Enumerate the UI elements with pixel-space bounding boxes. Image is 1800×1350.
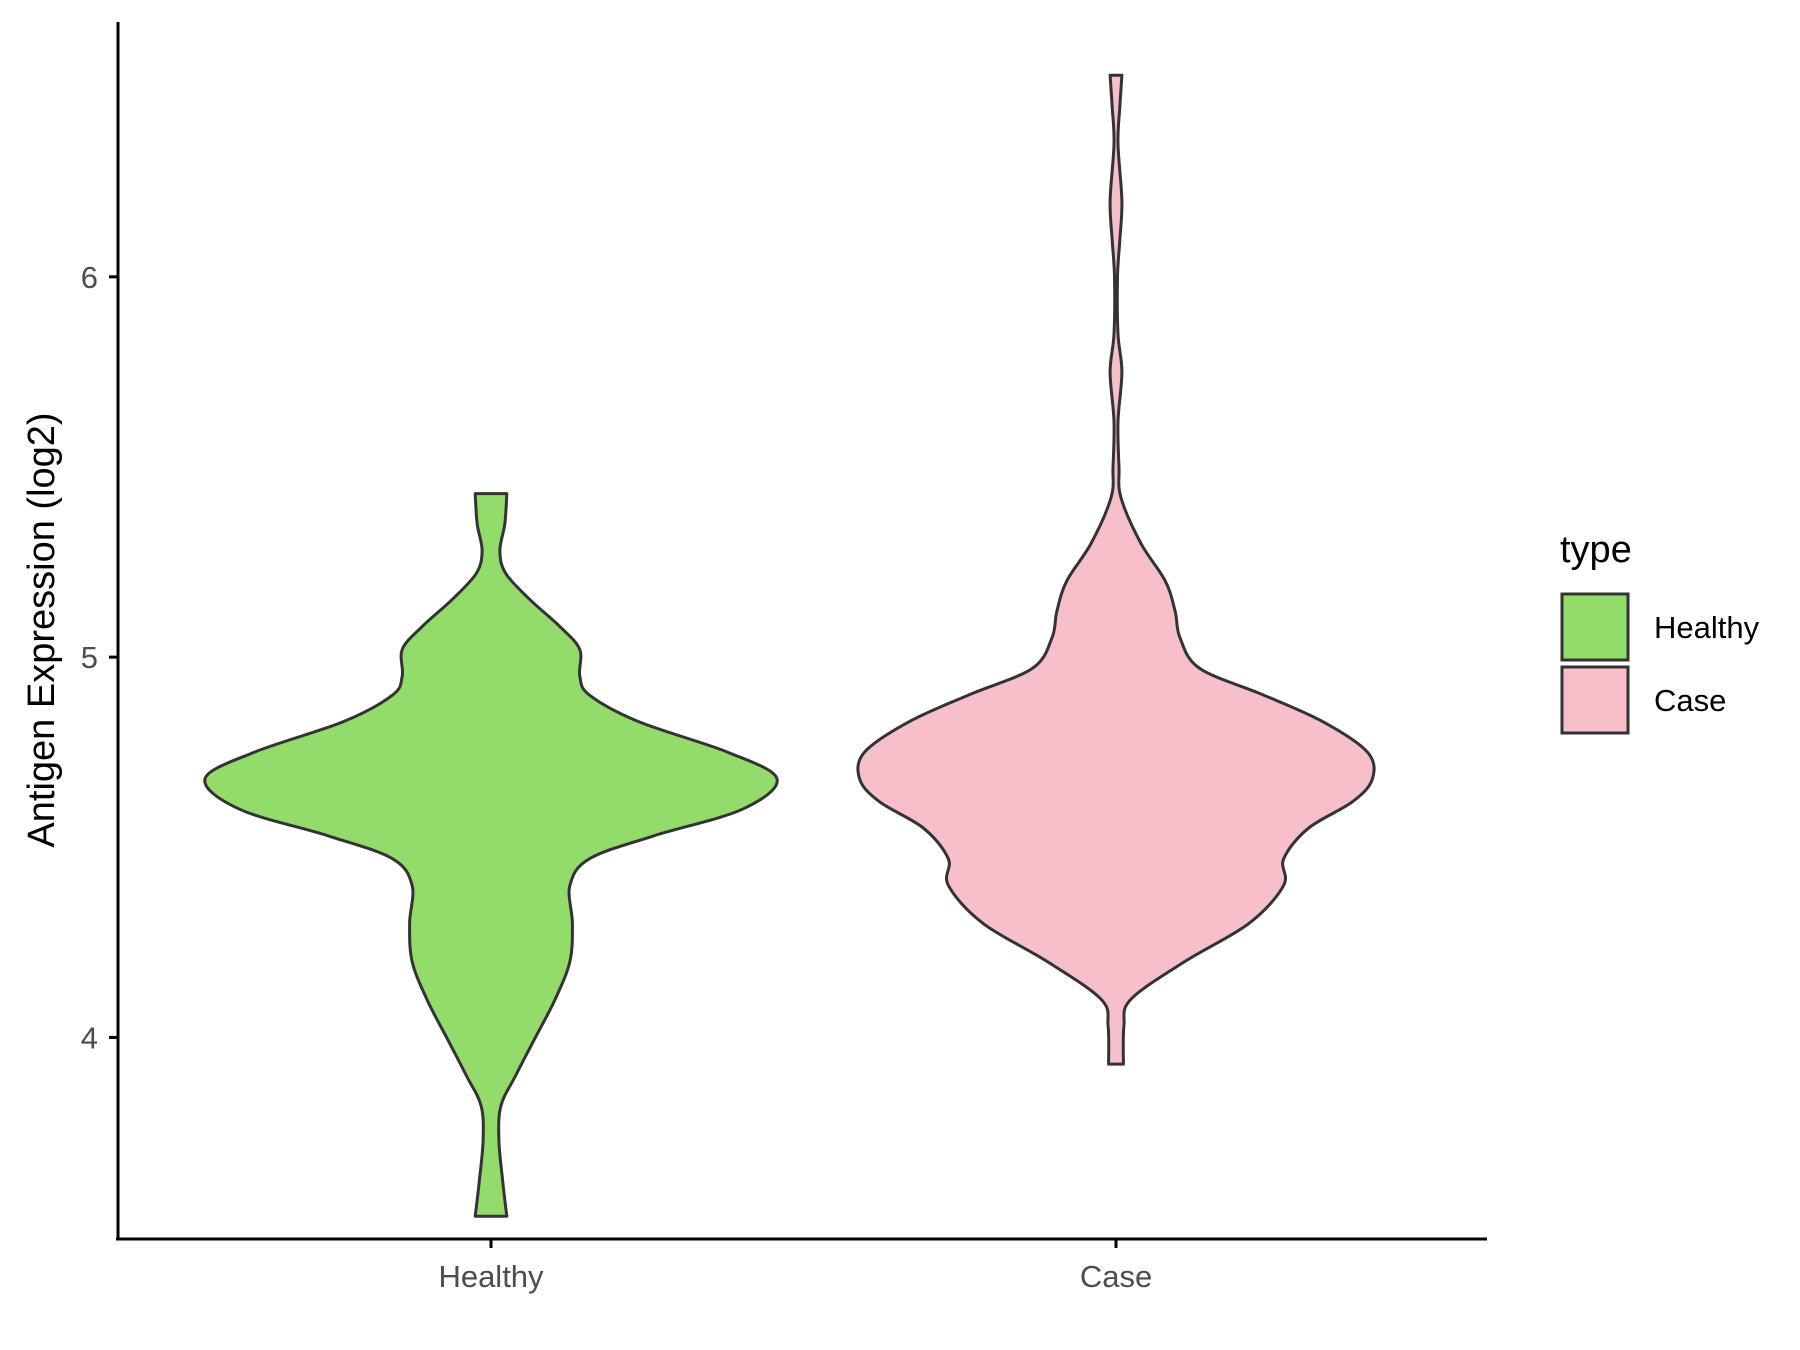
x-tick-label: Healthy: [438, 1259, 544, 1294]
legend-label-healthy: Healthy: [1654, 610, 1760, 645]
violin-layer: [203, 73, 1376, 1218]
legend-label-case: Case: [1654, 683, 1726, 718]
legend-key-case: [1560, 665, 1630, 735]
y-tick-label: 4: [81, 1020, 98, 1055]
legend-key-healthy: [1560, 592, 1630, 662]
legend-title: type: [1560, 529, 1632, 571]
y-axis-title: Antigen Expression (log2): [21, 412, 63, 847]
legend: Healthy Case: [1560, 592, 1760, 735]
y-tick-layer: 4 5 6: [81, 260, 118, 1055]
y-tick-label: 5: [81, 640, 98, 675]
x-tick-label: Case: [1080, 1259, 1152, 1294]
violin-healthy: [203, 492, 779, 1218]
y-tick-label: 6: [81, 260, 98, 295]
x-tick-layer: Healthy Case: [438, 1239, 1152, 1294]
violin-case: [856, 73, 1376, 1066]
